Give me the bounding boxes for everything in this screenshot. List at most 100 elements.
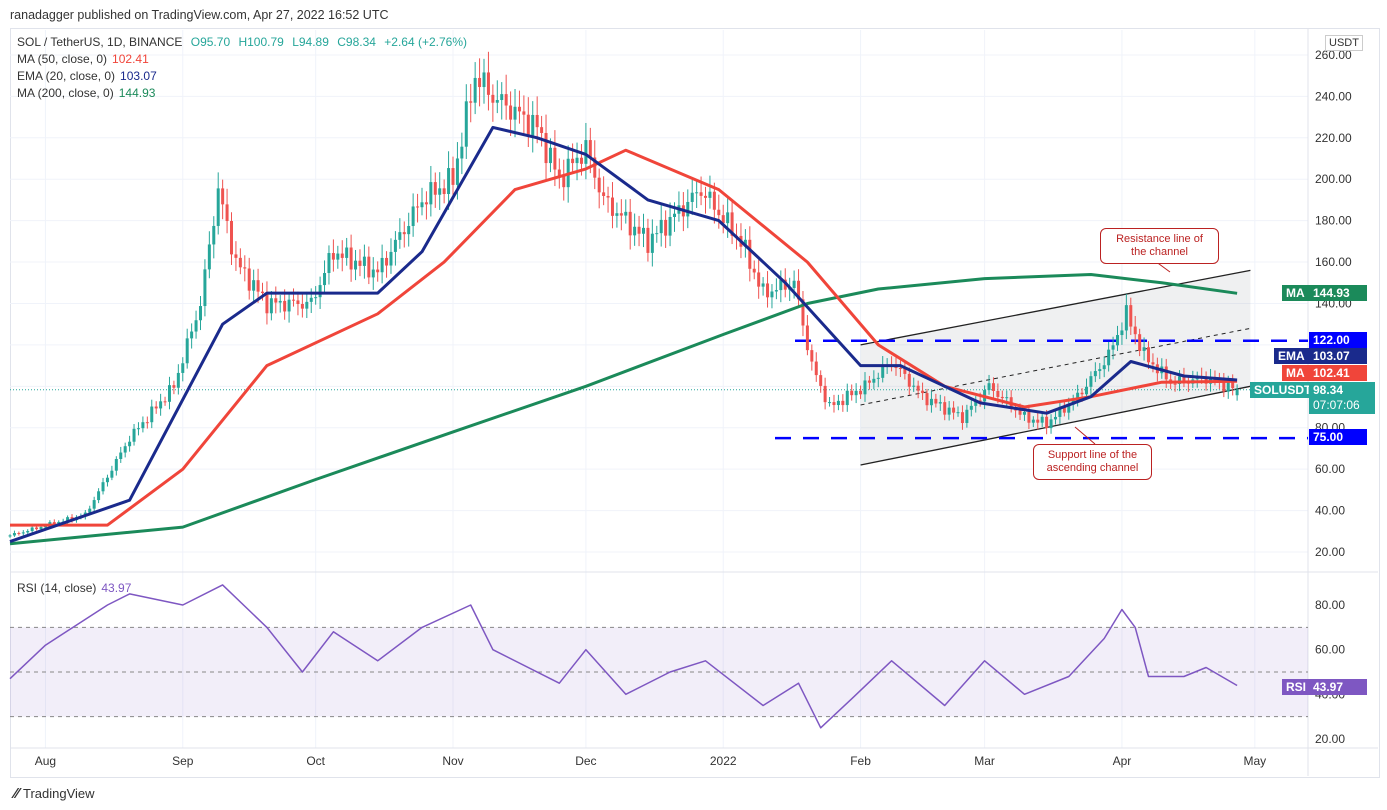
candle-body: [907, 373, 911, 387]
candle-body: [881, 364, 885, 378]
candle-body: [407, 226, 411, 235]
x-tick-label: May: [1243, 754, 1266, 768]
candle-body: [779, 279, 783, 291]
candle-body: [921, 390, 925, 394]
x-tick-label: Dec: [575, 754, 596, 768]
candle-body: [952, 407, 956, 413]
candle-body: [292, 299, 296, 301]
candle-body: [562, 175, 566, 188]
tradingview-logo[interactable]: ⁄⁄ TradingView: [14, 785, 95, 802]
rsi-y-tick-label: 20.00: [1315, 732, 1345, 746]
ma200-line: [9, 273, 1238, 546]
candle-body: [925, 393, 929, 406]
candle-body: [92, 500, 96, 509]
close-value: C98.34: [337, 35, 376, 49]
candle-body: [336, 253, 340, 260]
candle-body: [469, 101, 473, 103]
candle-body: [305, 301, 309, 309]
symbol-label: SOL / TetherUS, 1D, BINANCE: [17, 35, 183, 49]
candle-body: [429, 182, 433, 205]
y-tick-label: 160.00: [1315, 255, 1352, 269]
candle-body: [265, 292, 269, 314]
candle-body: [730, 212, 734, 236]
candle-body: [194, 320, 198, 332]
candle-body: [956, 412, 960, 414]
level-75-tag: 75.00: [1309, 429, 1367, 445]
candle-body: [1000, 396, 1004, 399]
candle-body: [105, 477, 109, 483]
candle-body: [978, 400, 982, 402]
candle-body: [234, 254, 238, 258]
candle-body: [1058, 406, 1062, 417]
candle-body: [876, 377, 880, 379]
candle-body: [690, 192, 694, 202]
x-tick-label: Sep: [172, 754, 194, 768]
candle-body: [163, 401, 167, 403]
ma200-label: MA (200, close, 0): [17, 86, 114, 100]
candle-body: [420, 202, 424, 208]
candle-body: [190, 331, 194, 339]
candle-body: [1076, 392, 1080, 401]
candle-body: [1045, 416, 1049, 429]
candle-body: [1120, 330, 1124, 336]
candle-body: [761, 283, 765, 287]
candle-body: [704, 195, 708, 198]
ema20-line: [9, 125, 1238, 544]
y-tick-label: 260.00: [1315, 48, 1352, 62]
candle-body: [517, 106, 521, 112]
candle-body: [863, 380, 867, 395]
candle-body: [482, 72, 486, 88]
candle-body: [686, 201, 690, 217]
candle-body: [659, 219, 663, 234]
candle-body: [12, 533, 16, 536]
last-price: 98.34: [1313, 383, 1344, 397]
candle-body: [438, 188, 442, 195]
candle-body: [912, 385, 916, 387]
currency-label[interactable]: USDT: [1325, 35, 1363, 51]
resistance-annotation: Resistance line of the channel: [1100, 228, 1219, 264]
candle-body: [141, 422, 145, 429]
candle-body: [513, 106, 517, 120]
candle-body: [26, 531, 30, 533]
candle-body: [238, 257, 242, 268]
candle-body: [1089, 376, 1093, 387]
candle-body: [136, 428, 140, 430]
candle-body: [1067, 404, 1071, 413]
candle-body: [1182, 376, 1186, 381]
y-tick-label: 60.00: [1315, 462, 1345, 476]
candle-body: [1084, 386, 1088, 395]
candle-body: [650, 233, 654, 253]
candle-body: [1226, 382, 1230, 392]
candle-body: [43, 526, 47, 528]
candle-body: [752, 268, 756, 273]
candle-body: [416, 206, 420, 208]
x-tick-label: Oct: [306, 754, 325, 768]
candle-body: [1147, 347, 1151, 363]
candle-body: [402, 232, 406, 235]
candle-body: [495, 100, 499, 103]
candle-body: [274, 298, 278, 303]
candle-body: [1040, 416, 1044, 423]
candle-body: [433, 182, 437, 195]
resistance-line: [860, 269, 1251, 346]
candle-body: [1062, 406, 1066, 413]
candle-body: [819, 375, 823, 386]
candle-body: [207, 244, 211, 270]
candle-body: [859, 390, 863, 395]
candle-body: [504, 94, 508, 106]
candle-body: [30, 527, 34, 532]
candle-body: [247, 268, 251, 291]
candle-body: [101, 482, 105, 492]
candle-body: [1151, 362, 1155, 365]
candle-body: [916, 385, 920, 391]
ma50-line: [10, 148, 1238, 527]
candle-body: [172, 385, 176, 388]
candle-body: [584, 140, 588, 164]
candle-body: [934, 398, 938, 404]
candle-body: [221, 188, 225, 205]
candle-body: [393, 239, 397, 252]
x-tick-label: Apr: [1113, 754, 1132, 768]
candle-body: [198, 306, 202, 321]
candle-body: [540, 127, 544, 133]
